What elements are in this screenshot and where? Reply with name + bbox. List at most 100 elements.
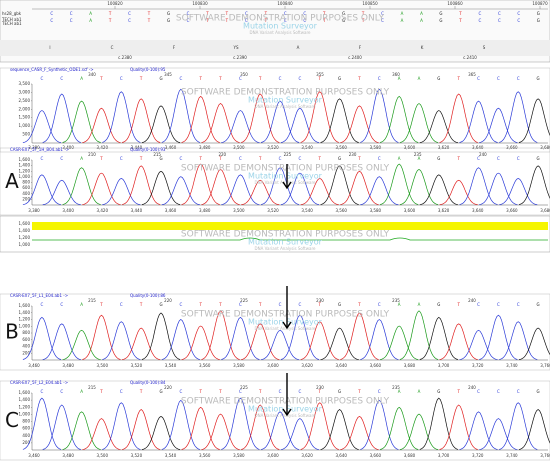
base-call: C xyxy=(279,76,282,81)
trace-peak xyxy=(280,314,320,360)
base-call: C xyxy=(179,156,182,161)
trace-peak xyxy=(379,95,419,143)
trace-peak xyxy=(419,316,459,360)
trace-peak xyxy=(280,172,320,205)
trace-peak xyxy=(201,310,240,360)
reference-base: C xyxy=(478,18,481,23)
reference-base: T xyxy=(147,11,151,16)
x-tick-label: 3,460 xyxy=(28,453,40,458)
reference-base: G xyxy=(439,18,442,23)
position: 225 xyxy=(240,385,248,390)
trace-peak xyxy=(22,397,62,450)
trace-peak xyxy=(62,411,101,450)
position: 215 xyxy=(88,385,96,390)
ruler-label: 100820 xyxy=(107,1,123,6)
reference-base: T xyxy=(225,11,229,16)
base-call: C xyxy=(378,76,381,81)
base-call: A xyxy=(80,389,83,394)
watermark-tagline: DNA Variant Analysis Software xyxy=(250,30,311,35)
base-call: C xyxy=(497,302,500,307)
reference-base: T xyxy=(225,18,229,23)
base-call: T xyxy=(218,389,222,394)
reference-base: G xyxy=(167,18,170,23)
base-call: T xyxy=(357,156,361,161)
x-tick-label: 3,620 xyxy=(438,208,450,213)
x-tick-label: 3,480 xyxy=(199,145,211,150)
base-call: G xyxy=(338,302,341,307)
y-tick-label: 1,600 xyxy=(19,303,31,308)
base-call: G xyxy=(537,76,540,81)
position: 230 xyxy=(349,152,357,157)
base-call: C xyxy=(239,389,242,394)
base-call: G xyxy=(437,156,440,161)
watermark-product: Mutation Surveyor xyxy=(248,238,323,247)
base-call: C xyxy=(299,156,302,161)
base-call: A xyxy=(398,76,401,81)
reference-base: C xyxy=(70,11,73,16)
y-tick-label: 600 xyxy=(22,337,30,342)
trace-peak xyxy=(360,399,399,450)
file-name: sequence_CASR_F_Synthetic_ODE1.scf -> xyxy=(10,67,94,72)
reference-base: C xyxy=(303,18,306,23)
base-call: C xyxy=(41,389,44,394)
trace-peak xyxy=(141,415,181,450)
x-tick-label: 3,760 xyxy=(540,363,550,368)
reference-base: C xyxy=(245,11,248,16)
x-tick-label: 3,580 xyxy=(370,208,382,213)
base-call: T xyxy=(258,156,262,161)
amino-acid: A xyxy=(297,45,300,50)
ruler-label: 100870 xyxy=(532,1,548,6)
trace-peak xyxy=(340,170,379,205)
base-call: T xyxy=(139,389,143,394)
trace-peak xyxy=(121,98,161,143)
trace-peak xyxy=(360,319,399,360)
trace-peak xyxy=(399,103,439,143)
trace-peak xyxy=(340,415,379,450)
reference-base: C xyxy=(128,11,131,16)
x-tick-label: 3,480 xyxy=(62,363,74,368)
trace-peak xyxy=(260,100,300,143)
base-call: T xyxy=(139,76,143,81)
x-tick-label: 3,660 xyxy=(506,145,518,150)
x-tick-label: 3,620 xyxy=(301,363,313,368)
toolbar xyxy=(0,40,550,56)
position: 225 xyxy=(284,152,292,157)
position: 360 xyxy=(392,72,400,77)
y-tick-label: 500 xyxy=(22,132,30,137)
trace-peak xyxy=(181,95,220,143)
y-tick-label: 200 xyxy=(22,350,30,355)
reference-base: T xyxy=(147,18,151,23)
reference-base: G xyxy=(537,18,540,23)
trace-peak xyxy=(201,103,240,143)
reference-base: T xyxy=(264,11,268,16)
x-tick-label: 3,640 xyxy=(472,145,484,150)
reference-base: C xyxy=(128,18,131,23)
trace-peak xyxy=(161,399,201,450)
x-tick-label: 3,680 xyxy=(540,208,550,213)
y-tick-label: 400 xyxy=(22,433,30,438)
trace-peak xyxy=(141,105,181,143)
base-call: T xyxy=(258,302,262,307)
trace-peak xyxy=(399,310,439,360)
reference-base: C xyxy=(381,11,384,16)
y-tick-label: 1,000 xyxy=(19,123,31,128)
position: 240 xyxy=(468,385,476,390)
base-call: T xyxy=(318,76,322,81)
base-call: C xyxy=(60,76,63,81)
x-tick-label: 3,680 xyxy=(404,453,416,458)
trace-peak xyxy=(181,406,220,450)
trace-peak xyxy=(62,100,101,143)
base-call: G xyxy=(159,76,162,81)
position: 230 xyxy=(316,385,324,390)
base-call: C xyxy=(179,389,182,394)
watermark: SOFTWARE DEMONSTRATION PURPOSES ONLY xyxy=(181,310,390,320)
reference-base: G xyxy=(342,18,345,23)
base-call: T xyxy=(198,76,202,81)
y-tick-label: 1,500 xyxy=(19,115,31,120)
amino-acid: YS xyxy=(233,45,239,50)
watermark-product: Mutation Surveyor xyxy=(248,318,323,327)
x-tick-label: 3,480 xyxy=(62,453,74,458)
trace-peak xyxy=(419,110,458,143)
reference-base: T xyxy=(108,11,112,16)
watermark-tagline: DNA Variant Analysis Software xyxy=(255,180,316,185)
